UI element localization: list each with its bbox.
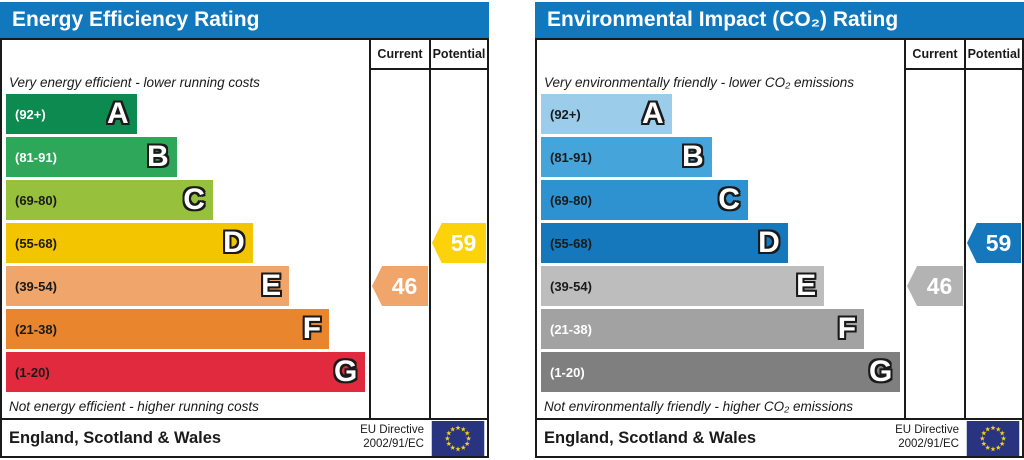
band-range-label: (81-91)	[15, 149, 57, 165]
band-range-label: (81-91)	[550, 149, 592, 165]
band-row-g: (1-20) G	[2, 352, 369, 395]
bottom-caption: Not energy efficient - higher running co…	[9, 399, 259, 414]
band-b: (81-91) B	[541, 137, 712, 177]
band-range-label: (55-68)	[550, 235, 592, 251]
band-row-a: (92+) A	[537, 94, 904, 137]
band-letter: D	[758, 226, 780, 259]
bottom-caption: Not environmentally friendly - higher CO…	[544, 399, 854, 414]
band-row-a: (92+) A	[2, 94, 369, 137]
band-row-d: (55-68) D	[537, 223, 904, 266]
band-range-label: (92+)	[550, 106, 581, 122]
band-letter: B	[146, 140, 169, 173]
band-e: (39-54) E	[6, 266, 290, 306]
chart-frame: Current Potential Very environmentally f…	[535, 38, 1024, 458]
band-letter: E	[261, 269, 282, 302]
band-letter: E	[796, 269, 817, 302]
band-letter: B	[681, 140, 704, 173]
current-column: 46	[904, 70, 964, 418]
band-range-label: (92+)	[15, 106, 46, 122]
chart-footer: England, Scotland & Wales EU Directive 2…	[2, 418, 487, 456]
band-range-label: (21-38)	[550, 321, 592, 337]
potential-rating-arrow: 59	[432, 223, 486, 263]
band-row-b: (81-91) B	[537, 137, 904, 180]
current-rating-value: 46	[391, 272, 418, 299]
band-range-label: (55-68)	[15, 235, 57, 251]
band-letter: C	[183, 183, 205, 216]
band-range-label: (39-54)	[15, 278, 57, 294]
band-range-label: (39-54)	[550, 278, 592, 294]
band-range-label: (69-80)	[15, 192, 57, 208]
band-c: (69-80) C	[6, 180, 213, 220]
top-caption: Very energy efficient - lower running co…	[9, 74, 260, 90]
environmental-impact-chart: Environmental Impact (CO₂) Rating Curren…	[535, 0, 1024, 460]
current-rating-arrow: 46	[907, 266, 963, 306]
band-row-d: (55-68) D	[2, 223, 369, 266]
eu-flag-icon	[966, 420, 1020, 456]
band-letter: F	[837, 312, 857, 345]
potential-column-header: Potential	[429, 40, 487, 70]
band-f: (21-38) F	[6, 309, 330, 349]
band-letter: G	[334, 355, 358, 388]
band-row-e: (39-54) E	[2, 266, 369, 309]
band-row-g: (1-20) G	[537, 352, 904, 395]
band-row-f: (21-38) F	[2, 309, 369, 352]
potential-rating-value: 59	[985, 229, 1012, 256]
band-letter: G	[869, 355, 893, 388]
potential-column: 59	[429, 70, 487, 418]
band-letter: D	[223, 226, 245, 259]
band-letter: A	[107, 97, 129, 130]
top-caption: Very environmentally friendly - lower CO…	[544, 74, 854, 90]
potential-column-header: Potential	[964, 40, 1022, 70]
band-range-label: (21-38)	[15, 321, 57, 337]
eu-directive-line: 2002/91/EC	[898, 438, 959, 450]
band-range-label: (69-80)	[550, 192, 592, 208]
band-a: (92+) A	[541, 94, 672, 134]
eu-directive-label: EU Directive 2002/91/EC	[360, 424, 424, 452]
eu-directive-label: EU Directive 2002/91/EC	[895, 424, 959, 452]
potential-rating-value: 59	[450, 229, 477, 256]
eu-flag-icon	[431, 420, 485, 456]
band-d: (55-68) D	[541, 223, 788, 263]
current-column: 46	[369, 70, 429, 418]
region-label: England, Scotland & Wales	[544, 428, 757, 447]
band-c: (69-80) C	[541, 180, 748, 220]
band-row-f: (21-38) F	[537, 309, 904, 352]
chart-title: Energy Efficiency Rating	[0, 2, 489, 38]
current-column-header: Current	[369, 40, 429, 70]
eu-directive-line: EU Directive	[895, 424, 959, 437]
current-column-header: Current	[904, 40, 964, 70]
energy-efficiency-chart: Energy Efficiency Rating Current Potenti…	[0, 0, 489, 460]
band-range-label: (1-20)	[15, 364, 50, 380]
band-g: (1-20) G	[541, 352, 901, 392]
eu-directive-line: EU Directive	[360, 424, 424, 437]
band-d: (55-68) D	[6, 223, 253, 263]
band-letter: C	[718, 183, 740, 216]
band-letter: A	[642, 97, 664, 130]
eu-directive-line: 2002/91/EC	[363, 438, 424, 450]
band-f: (21-38) F	[541, 309, 865, 349]
potential-column: 59	[964, 70, 1022, 418]
band-e: (39-54) E	[541, 266, 825, 306]
current-rating-value: 46	[926, 272, 953, 299]
chart-frame: Current Potential Very energy efficient …	[0, 38, 489, 458]
band-row-b: (81-91) B	[2, 137, 369, 180]
potential-rating-arrow: 59	[967, 223, 1021, 263]
band-row-e: (39-54) E	[537, 266, 904, 309]
band-row-c: (69-80) C	[2, 180, 369, 223]
chart-footer: England, Scotland & Wales EU Directive 2…	[537, 418, 1022, 456]
band-a: (92+) A	[6, 94, 137, 134]
current-rating-arrow: 46	[372, 266, 428, 306]
band-g: (1-20) G	[6, 352, 366, 392]
band-letter: F	[302, 312, 322, 345]
band-range-label: (1-20)	[550, 364, 585, 380]
region-label: England, Scotland & Wales	[9, 428, 222, 447]
chart-title: Environmental Impact (CO₂) Rating	[535, 2, 1024, 38]
band-b: (81-91) B	[6, 137, 177, 177]
band-row-c: (69-80) C	[537, 180, 904, 223]
